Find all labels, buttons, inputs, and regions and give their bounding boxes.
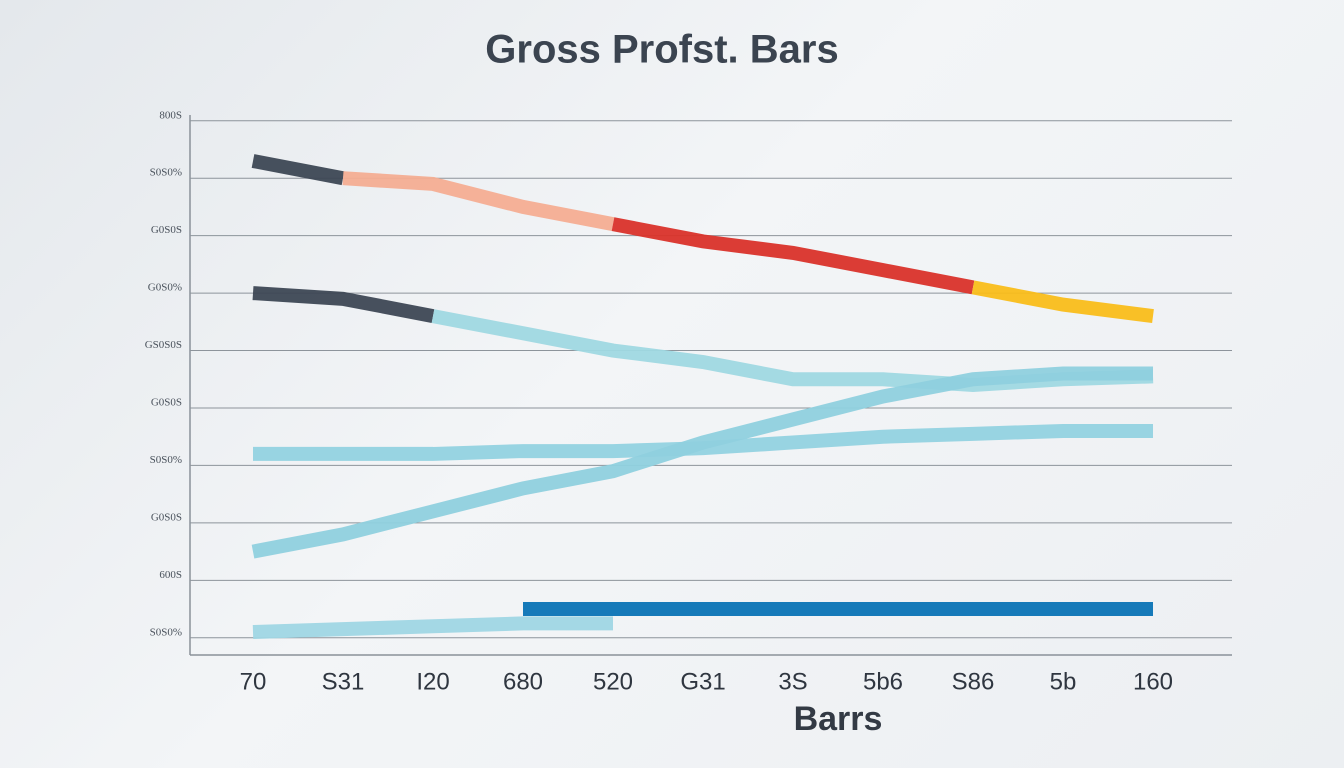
x-tick-label: S31 xyxy=(322,668,365,695)
line-series xyxy=(342,171,615,232)
y-tick-label: G0S0S xyxy=(151,224,182,236)
x-axis-label: Barrs xyxy=(794,700,883,738)
y-tick-label: G0S0% xyxy=(148,282,182,294)
y-tick-label: 600S xyxy=(159,569,182,581)
x-tick-label: 680 xyxy=(503,668,543,695)
x-tick-label: 3S xyxy=(778,668,807,695)
chart-title: Gross Profst. Bars xyxy=(485,28,838,72)
x-tick-label: 5b xyxy=(1050,668,1077,695)
x-tick-label: 70 xyxy=(240,668,267,695)
y-tick-label: G0S0S xyxy=(151,397,182,409)
y-tick-label: 800S xyxy=(159,109,182,121)
y-tick-label: S0S0% xyxy=(150,454,182,466)
x-tick-label: S86 xyxy=(952,668,995,695)
line-series xyxy=(251,366,1153,559)
y-tick-label: GS0S0S xyxy=(145,339,182,351)
x-tick-label: 5b6 xyxy=(863,668,903,695)
x-tick-label: 160 xyxy=(1133,668,1173,695)
line-series xyxy=(252,286,435,323)
y-tick-label: S0S0% xyxy=(150,626,182,638)
line-series xyxy=(252,616,613,640)
y-tick-label: S0S0% xyxy=(150,167,182,179)
x-tick-label: 520 xyxy=(593,668,633,695)
line-series xyxy=(611,217,975,295)
x-tick-label: I20 xyxy=(416,668,449,695)
y-tick-label: G0S0S xyxy=(151,511,182,523)
line-series xyxy=(971,280,1154,324)
line-series xyxy=(251,154,345,186)
x-tick-label: G31 xyxy=(680,668,725,695)
